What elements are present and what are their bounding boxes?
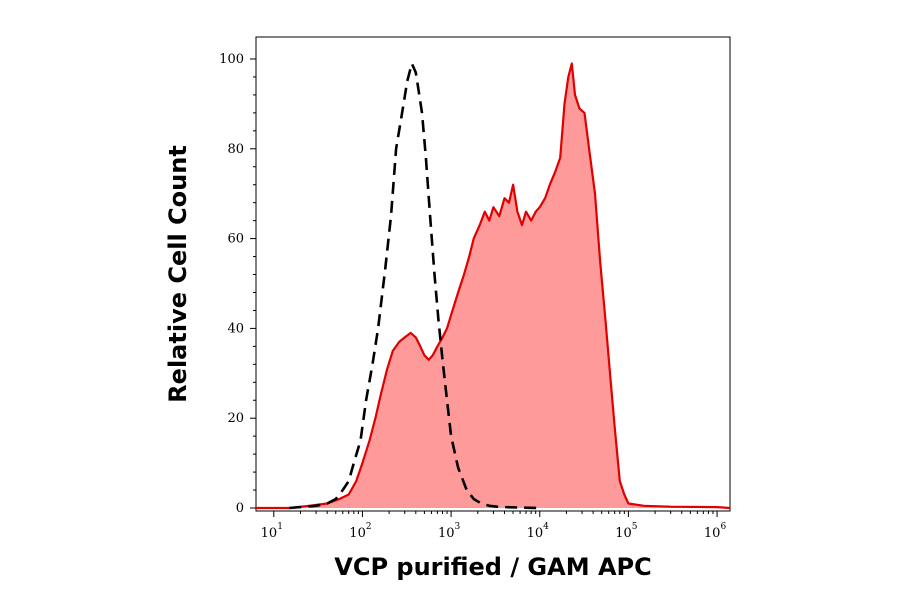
y-tick-label: 60 xyxy=(227,232,244,247)
series-dashed-line xyxy=(289,62,540,510)
y-axis-ticks: 0 20 40 60 80 100 xyxy=(219,52,256,516)
x-tick-label: 104 xyxy=(527,522,550,541)
y-tick-label: 80 xyxy=(227,142,244,157)
x-tick-label: 103 xyxy=(438,522,461,541)
x-axis-ticks: 101 102 103 104 105 106 xyxy=(261,511,727,541)
series-area-outline xyxy=(256,62,731,510)
x-axis-title: VCP purified / GAM APC xyxy=(334,553,651,581)
y-tick-label: 0 xyxy=(236,501,244,516)
y-tick-label: 40 xyxy=(227,321,244,336)
y-axis-title: Relative Cell Count xyxy=(164,145,192,403)
x-tick-label: 105 xyxy=(615,522,638,541)
y-tick-label: 100 xyxy=(219,52,244,67)
series-layer xyxy=(256,62,731,510)
x-tick-label: 101 xyxy=(261,522,283,541)
x-tick-label: 106 xyxy=(704,522,727,541)
y-tick-label: 20 xyxy=(227,411,244,426)
x-tick-label: 102 xyxy=(349,522,371,541)
